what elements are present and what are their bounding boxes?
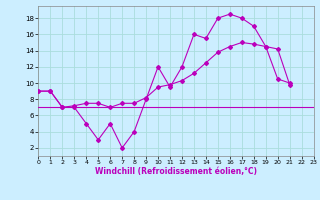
X-axis label: Windchill (Refroidissement éolien,°C): Windchill (Refroidissement éolien,°C) <box>95 167 257 176</box>
